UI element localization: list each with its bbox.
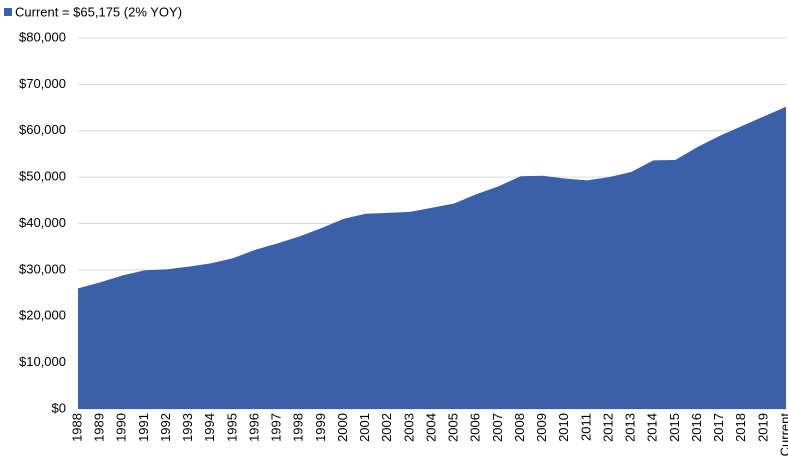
area [78,106,786,409]
x-tick-label: 1996 [246,413,261,442]
x-tick-label: 2000 [335,413,350,442]
y-tick-label: $30,000 [19,261,66,276]
x-tick-label: 2004 [423,413,438,442]
x-tick-label: 2019 [755,413,770,442]
legend-swatch [4,8,12,16]
x-tick-label: 1993 [180,413,195,442]
x-tick-label: 2009 [534,413,549,442]
x-tick-label: 2013 [623,413,638,442]
x-tick-label: 1994 [202,413,217,442]
y-tick-label: $40,000 [19,215,66,230]
x-tick-label: 1995 [224,413,239,442]
x-tick-label: 2006 [468,413,483,442]
y-tick-label: $70,000 [19,76,66,91]
x-tick-label: 2012 [600,413,615,442]
x-tick-label: 2007 [490,413,505,442]
x-tick-label: 2017 [711,413,726,442]
x-tick-label: 1990 [114,413,129,442]
legend-label: Current = $65,175 (2% YOY) [15,4,182,19]
x-tick-label: 1991 [136,413,151,442]
x-tick-label: 2008 [512,413,527,442]
y-tick-label: $60,000 [19,122,66,137]
x-tick-label: 1998 [291,413,306,442]
x-tick-label: 2015 [667,413,682,442]
x-tick-label: Current [777,413,788,457]
x-tick-label: 1999 [313,413,328,442]
y-tick-label: $10,000 [19,354,66,369]
x-tick-label: 2016 [689,413,704,442]
y-tick-label: $50,000 [19,169,66,184]
x-tick-label: 1988 [69,413,84,442]
y-tick-label: $0 [52,400,66,415]
x-tick-label: 2002 [379,413,394,442]
x-tick-label: 1989 [92,413,107,442]
x-tick-label: 1997 [269,413,284,442]
x-tick-label: 2010 [556,413,571,442]
y-tick-label: $20,000 [19,308,66,323]
x-tick-label: 2014 [645,413,660,442]
x-tick-label: 2001 [357,413,372,442]
y-tick-label: $80,000 [19,29,66,44]
x-tick-label: 2003 [401,413,416,442]
x-tick-label: 2011 [578,413,593,441]
x-tick-label: 2018 [733,413,748,442]
x-tick-label: 1992 [158,413,173,442]
x-tick-label: 2005 [446,413,461,442]
